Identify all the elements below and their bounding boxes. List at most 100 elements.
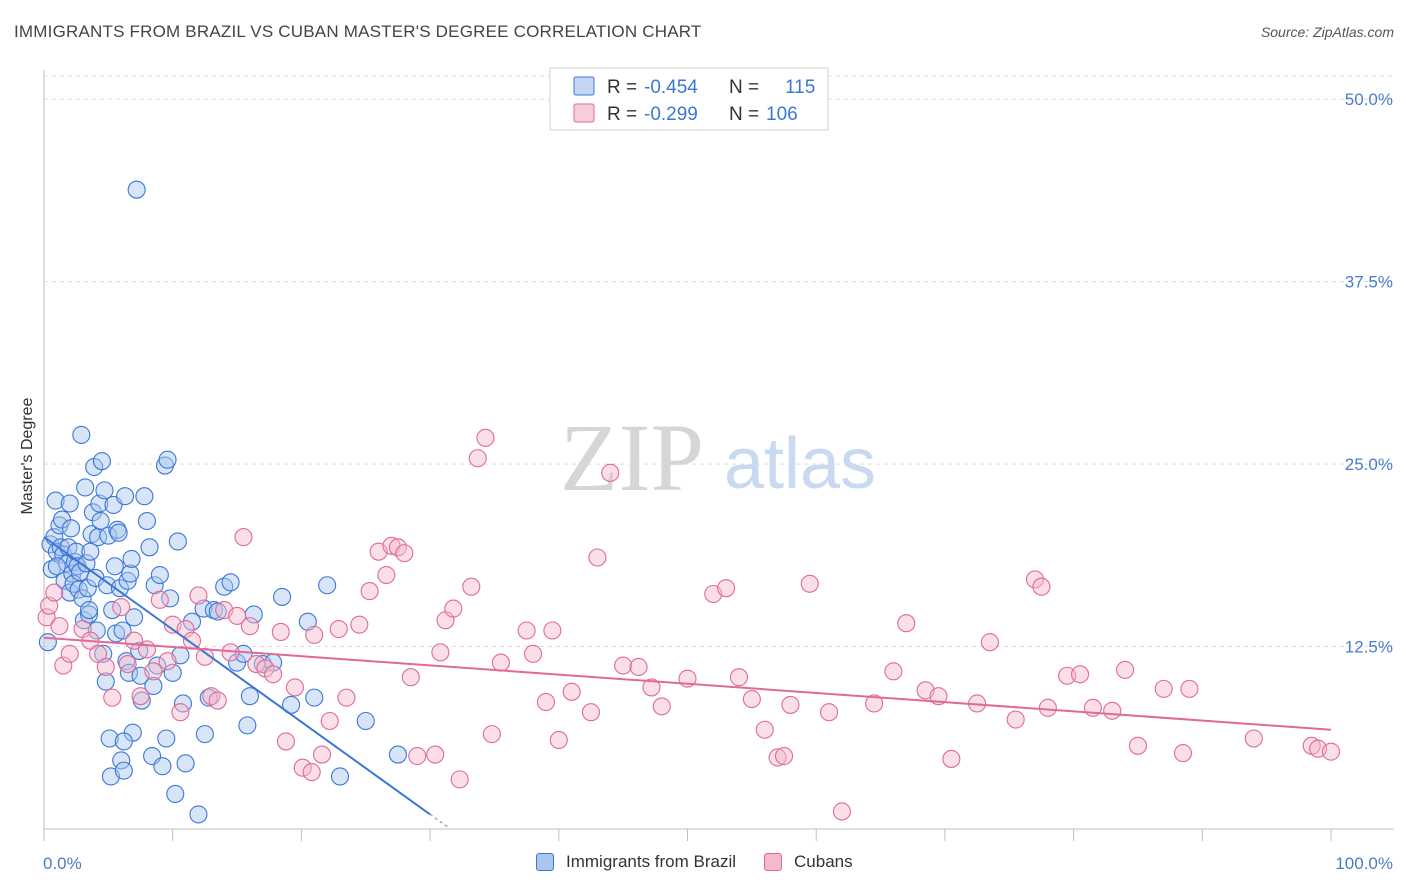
brazil-point	[100, 729, 119, 748]
cubans-point	[240, 617, 259, 636]
axes	[43, 70, 1394, 841]
brazil-point	[234, 644, 253, 663]
cubans-point	[264, 665, 283, 684]
brazil-point	[240, 687, 259, 706]
cubans-point	[800, 574, 819, 593]
brazil-point	[61, 519, 81, 538]
brazil-point	[86, 568, 105, 587]
trend-lines	[43, 536, 1332, 829]
brazil-point	[114, 732, 133, 751]
brazil-point	[176, 754, 195, 773]
brazil-point	[135, 487, 154, 506]
brazil-point	[81, 542, 100, 561]
cubans-point	[337, 688, 356, 707]
brazil-point	[92, 452, 111, 471]
brazil-point	[109, 523, 128, 542]
cubans-point	[395, 544, 414, 563]
cubans-point	[524, 644, 543, 663]
brazil-point	[238, 716, 257, 735]
cubans-point	[717, 579, 736, 598]
brazil-point	[38, 633, 57, 652]
trend-line-brazil-extension	[429, 813, 450, 829]
legend-swatch-brazil	[536, 853, 554, 871]
cubans-point	[426, 745, 445, 764]
cubans-point	[729, 668, 749, 687]
cubans-point	[271, 622, 290, 642]
cubans-point	[629, 657, 648, 677]
cubans-point	[158, 652, 177, 671]
brazil-point	[117, 652, 136, 671]
brazil-point	[189, 805, 208, 824]
cubans-point	[1058, 666, 1077, 685]
cubans-point	[112, 598, 131, 617]
brazil-point	[221, 573, 240, 592]
brazil-point	[73, 589, 92, 608]
stats-r-label-cubans: R =	[607, 104, 637, 125]
cubans-point	[408, 746, 427, 766]
cubans-point	[118, 655, 137, 674]
cubans-point	[1128, 736, 1147, 755]
cubans-point	[865, 694, 884, 713]
cubans-point	[228, 606, 247, 625]
y-tick-label: 50.0%	[1345, 90, 1393, 109]
cubans-point	[350, 615, 369, 634]
cubans-point	[755, 720, 774, 739]
brazil-point	[122, 549, 141, 569]
cubans-point	[329, 619, 348, 639]
cubans-point	[293, 758, 312, 777]
x-tick-label-min: 0.0%	[43, 854, 82, 873]
cubans-point	[884, 662, 903, 681]
cubans-point	[581, 703, 601, 722]
brazil-point	[76, 478, 95, 497]
legend-item-cubans[interactable]: Cubans	[764, 852, 853, 872]
brazil-point	[113, 621, 132, 640]
legend-swatch-cubans	[764, 853, 783, 871]
brazil-point	[168, 532, 187, 551]
cubans-point	[431, 643, 450, 662]
brazil-point	[46, 491, 65, 510]
brazil-point	[72, 425, 91, 444]
stats-r-label-brazil: R =	[607, 77, 637, 98]
brazil-point	[195, 725, 214, 744]
brazil-point	[112, 751, 131, 770]
stats-legend: R = -0.454 N = 115 R = -0.299 N = 106	[549, 67, 829, 131]
brazil-point	[125, 608, 144, 627]
brazil-point	[150, 565, 169, 585]
trend-line-cubans	[43, 636, 1332, 731]
cubans-point	[276, 732, 296, 751]
legend-label-brazil: Immigrants from Brazil	[566, 852, 737, 871]
cubans-point	[50, 617, 69, 636]
brazil-point	[208, 602, 227, 621]
brazil-point	[140, 538, 159, 557]
cubans-point	[377, 565, 396, 585]
brazil-point	[166, 784, 185, 804]
brazil-point	[330, 767, 350, 786]
cubans-point	[96, 657, 115, 677]
cubans-point	[1180, 679, 1199, 698]
cubans-point	[642, 678, 661, 697]
brazil-point	[99, 526, 118, 545]
brazil-point	[60, 494, 79, 513]
source-credit: Source: ZipAtlas.com	[1260, 24, 1394, 40]
legend-item-brazil[interactable]: Immigrants from Brazil	[536, 852, 736, 872]
stats-n-label-brazil: N =	[729, 77, 759, 98]
cubans-point	[171, 703, 190, 722]
brazil-point	[64, 574, 83, 593]
brazil-point	[47, 557, 66, 576]
cubans-point	[820, 703, 839, 722]
cubans-point	[444, 599, 463, 618]
cubans-point	[601, 463, 620, 482]
brazil-point	[182, 612, 202, 631]
cubans-point	[543, 621, 562, 640]
cubans-point	[37, 608, 56, 627]
brazil-point	[95, 481, 114, 500]
cubans-point	[285, 678, 305, 697]
cubans-point	[476, 428, 495, 447]
brazil-point	[114, 761, 133, 780]
y-tick-label: 37.5%	[1345, 273, 1393, 292]
brazil-point	[144, 676, 163, 696]
brazil-point	[273, 587, 292, 606]
trend-line-brazil	[43, 536, 431, 816]
cubans-point	[195, 647, 214, 666]
cubans-point	[150, 590, 169, 609]
